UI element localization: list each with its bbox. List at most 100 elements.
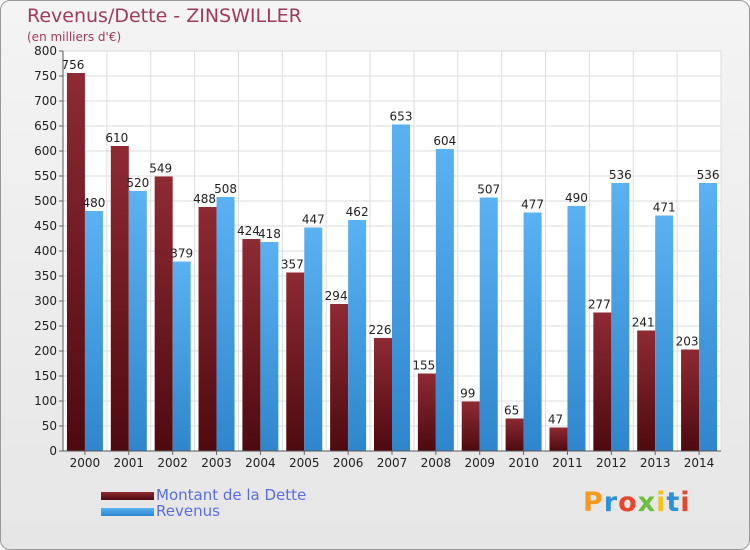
y-tick-label: 200 bbox=[34, 344, 57, 358]
bar-dette-2002 bbox=[154, 176, 173, 451]
data-label-dette-2001: 610 bbox=[105, 131, 128, 145]
logo-letter: i bbox=[656, 487, 667, 518]
bar-dette-2013 bbox=[637, 330, 656, 451]
data-label-dette-2011: 47 bbox=[548, 413, 563, 427]
data-label-dette-2005: 357 bbox=[281, 258, 304, 272]
data-label-revenus-2009: 507 bbox=[477, 183, 500, 197]
y-tick-label: 550 bbox=[34, 169, 57, 183]
legend-swatch-revenus bbox=[101, 508, 154, 516]
bar-dette-2001 bbox=[110, 146, 129, 451]
y-tick-label: 150 bbox=[34, 369, 57, 383]
data-label-revenus-2002: 379 bbox=[170, 247, 193, 261]
bar-dette-2006 bbox=[330, 304, 349, 451]
bar-dette-2003 bbox=[198, 207, 217, 451]
bar-revenus-2008 bbox=[435, 149, 454, 451]
y-tick-label: 0 bbox=[49, 444, 57, 458]
bar-dette-2012 bbox=[593, 312, 612, 451]
bar-dette-2007 bbox=[374, 338, 392, 451]
data-label-revenus-2007: 653 bbox=[390, 110, 413, 124]
data-label-dette-2007: 226 bbox=[369, 323, 392, 337]
logo-letter: r bbox=[603, 487, 619, 518]
bar-revenus-2009 bbox=[479, 197, 498, 451]
bar-dette-2011 bbox=[549, 427, 568, 451]
y-tick-label: 450 bbox=[34, 219, 57, 233]
data-label-revenus-2005: 447 bbox=[302, 213, 325, 227]
bar-dette-2009 bbox=[461, 401, 480, 451]
data-label-dette-2009: 99 bbox=[460, 387, 475, 401]
bar-dette-2004 bbox=[242, 239, 261, 451]
bar-revenus-2013 bbox=[655, 215, 674, 451]
bar-revenus-2000 bbox=[84, 211, 103, 451]
bar-dette-2005 bbox=[286, 272, 305, 451]
y-tick-label: 400 bbox=[34, 244, 57, 258]
x-tick-label-2011: 2011 bbox=[552, 456, 583, 470]
data-label-revenus-2004: 418 bbox=[258, 227, 281, 241]
legend-label-revenus: Revenus bbox=[156, 502, 220, 520]
bar-revenus-2005 bbox=[304, 227, 323, 451]
data-label-revenus-2011: 490 bbox=[565, 191, 588, 205]
data-label-revenus-2013: 471 bbox=[653, 201, 676, 215]
y-tick-label: 100 bbox=[34, 394, 57, 408]
data-label-revenus-2006: 462 bbox=[346, 205, 369, 219]
x-tick-label-2014: 2014 bbox=[684, 456, 715, 470]
data-label-dette-2006: 294 bbox=[325, 289, 348, 303]
data-label-dette-2000: 756 bbox=[61, 58, 84, 72]
x-tick-label-2000: 2000 bbox=[70, 456, 101, 470]
chart-subtitle: (en milliers d'€) bbox=[27, 30, 122, 44]
logo-letter: i bbox=[680, 487, 691, 518]
data-label-dette-2010: 65 bbox=[504, 404, 519, 418]
bar-dette-2010 bbox=[505, 418, 524, 451]
bar-revenus-2010 bbox=[523, 212, 542, 451]
x-tick-label-2010: 2010 bbox=[508, 456, 539, 470]
y-tick-label: 350 bbox=[34, 269, 57, 283]
bar-revenus-2006 bbox=[348, 220, 367, 451]
x-tick-label-2005: 2005 bbox=[289, 456, 320, 470]
y-tick-label: 750 bbox=[34, 69, 57, 83]
data-label-revenus-2014: 536 bbox=[697, 168, 720, 182]
y-tick-label: 650 bbox=[34, 119, 57, 133]
chart-title: Revenus/Dette - ZINSWILLER bbox=[27, 5, 302, 27]
data-label-revenus-2000: 480 bbox=[82, 196, 105, 210]
data-label-revenus-2012: 536 bbox=[609, 168, 632, 182]
bar-revenus-2007 bbox=[392, 124, 410, 451]
data-label-revenus-2001: 520 bbox=[126, 176, 149, 190]
logo-letter: P bbox=[583, 487, 604, 518]
legend-swatch-dette bbox=[101, 492, 154, 500]
logo-letter: t bbox=[666, 487, 681, 518]
y-tick-label: 250 bbox=[34, 319, 57, 333]
y-tick-label: 700 bbox=[34, 94, 57, 108]
x-tick-label-2008: 2008 bbox=[421, 456, 452, 470]
x-tick-label-2013: 2013 bbox=[640, 456, 671, 470]
data-label-dette-2003: 488 bbox=[193, 192, 216, 206]
proxiti-logo: Proxiti bbox=[583, 487, 691, 518]
data-label-dette-2012: 277 bbox=[588, 298, 611, 312]
bar-revenus-2002 bbox=[172, 261, 191, 451]
bar-revenus-2011 bbox=[567, 206, 586, 451]
bar-revenus-2012 bbox=[611, 183, 630, 451]
bar-revenus-2004 bbox=[260, 242, 279, 451]
legend-label-dette: Montant de la Dette bbox=[156, 486, 307, 504]
y-tick-label: 500 bbox=[34, 194, 57, 208]
x-tick-label-2001: 2001 bbox=[114, 456, 145, 470]
bar-revenus-2014 bbox=[699, 183, 718, 451]
bar-revenus-2003 bbox=[216, 197, 235, 451]
y-tick-label: 50 bbox=[42, 419, 57, 433]
data-label-dette-2013: 241 bbox=[632, 316, 655, 330]
bar-revenus-2001 bbox=[128, 191, 147, 451]
y-tick-label: 600 bbox=[34, 144, 57, 158]
x-tick-label-2003: 2003 bbox=[201, 456, 232, 470]
y-tick-label: 800 bbox=[34, 44, 57, 58]
bar-dette-2014 bbox=[681, 349, 700, 451]
data-label-revenus-2003: 508 bbox=[214, 182, 237, 196]
data-label-dette-2002: 549 bbox=[149, 162, 172, 176]
logo-letter: o bbox=[618, 487, 638, 518]
x-tick-label-2012: 2012 bbox=[596, 456, 627, 470]
x-tick-label-2009: 2009 bbox=[464, 456, 495, 470]
data-label-dette-2004: 424 bbox=[237, 224, 260, 238]
data-label-dette-2008: 155 bbox=[412, 359, 435, 373]
x-tick-label-2004: 2004 bbox=[245, 456, 276, 470]
bar-dette-2000 bbox=[66, 73, 85, 451]
x-tick-label-2006: 2006 bbox=[333, 456, 364, 470]
data-label-revenus-2008: 604 bbox=[433, 134, 456, 148]
